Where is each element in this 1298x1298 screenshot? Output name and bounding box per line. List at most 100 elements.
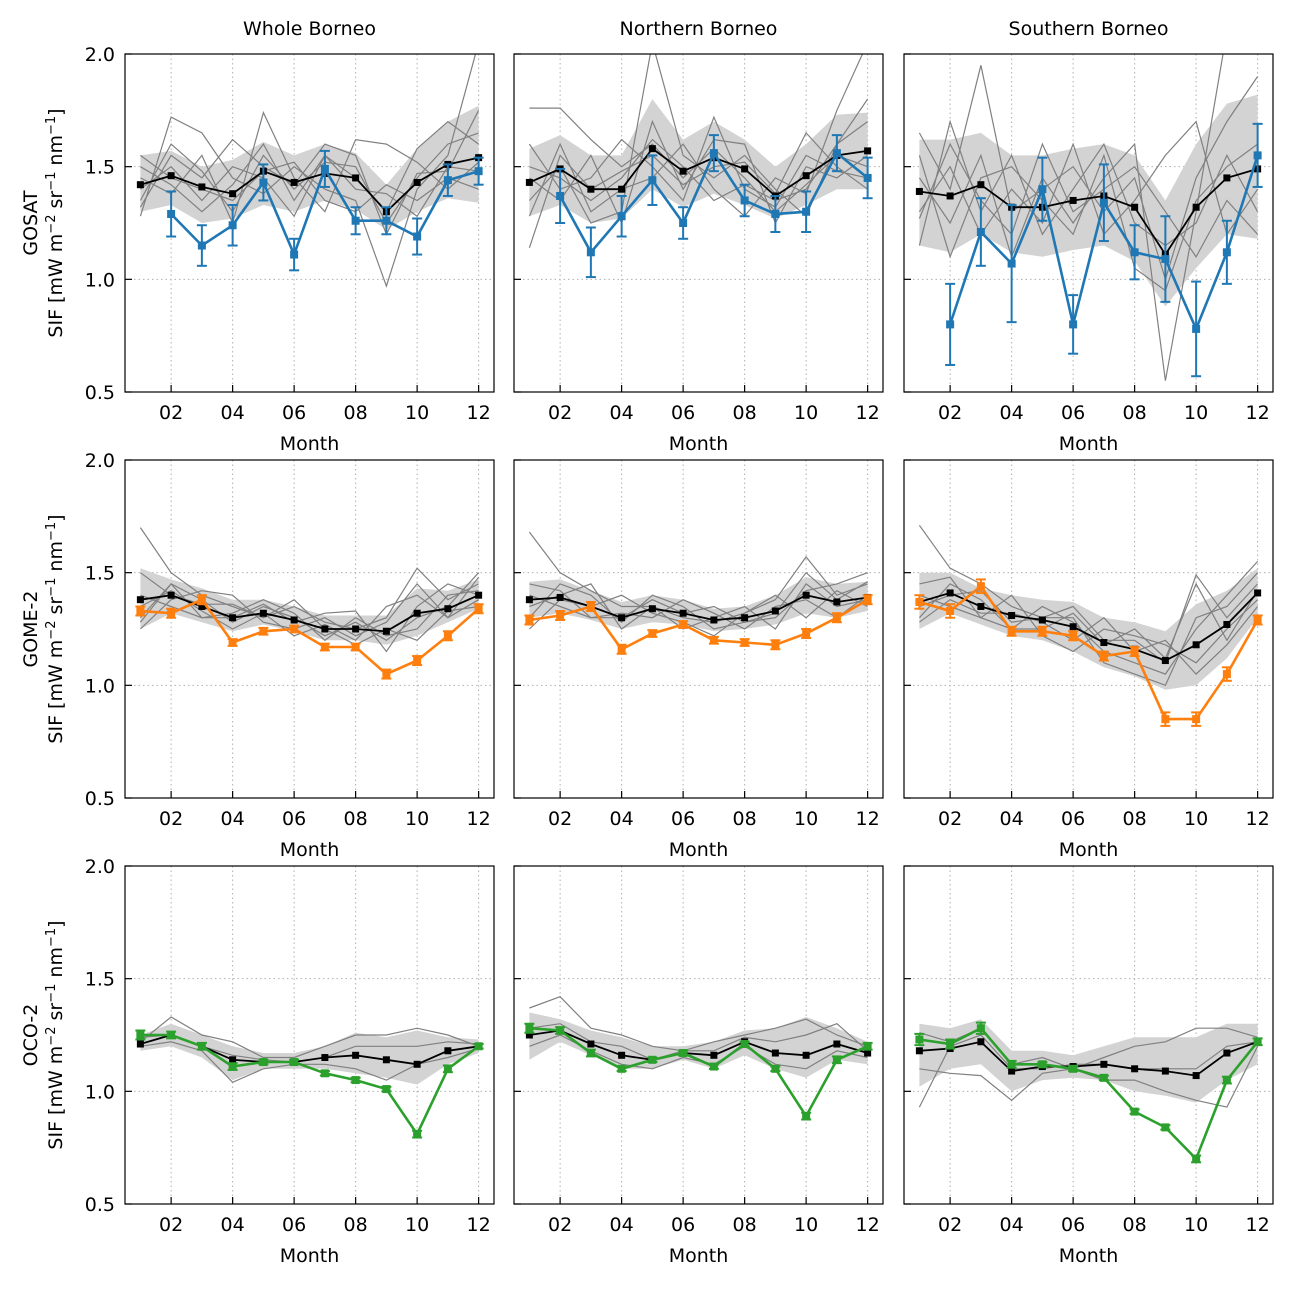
y-tick-label: 1.5: [85, 157, 115, 179]
axes-frame: [903, 459, 1274, 799]
series-marker: [802, 629, 811, 638]
axes-frame: [513, 459, 884, 799]
x-tick-label: 04: [221, 402, 245, 424]
chart-panel-oco-2-northern-borneo: 02 04 06 08 10 12 Month: [513, 865, 884, 1267]
chart-panel-gome-2-southern-borneo: 02 04 06 08 10 12 Month: [903, 459, 1274, 861]
mean-marker: [556, 593, 564, 601]
x-tick-label: 04: [1000, 808, 1024, 830]
series-marker: [525, 1024, 534, 1033]
y-tick-label: 0.5: [85, 788, 115, 810]
series-marker: [1099, 1073, 1108, 1082]
x-tick-label: 12: [467, 808, 491, 830]
plot-area: [904, 866, 1273, 1204]
x-tick-label: 12: [1246, 808, 1270, 830]
x-tick-label: 08: [344, 402, 368, 424]
mean-marker: [1131, 1065, 1139, 1073]
series-marker: [1222, 670, 1231, 679]
column-title: Whole Borneo: [243, 18, 376, 40]
series-marker: [802, 1112, 811, 1121]
series-line: [529, 598, 869, 651]
y-axis-label-part: sr: [45, 597, 67, 621]
y-tick-label: 1.5: [85, 563, 115, 585]
year-line: [529, 583, 868, 630]
x-tick-label: 06: [282, 402, 306, 424]
series-marker: [832, 149, 841, 158]
series-marker: [1069, 631, 1078, 640]
spread-band: [140, 1023, 479, 1085]
y-axis-label-superscript: −1: [44, 172, 59, 191]
year-line: [528, 531, 868, 623]
mean-marker: [136, 596, 144, 604]
series-marker: [228, 638, 237, 647]
series-marker: [771, 640, 780, 649]
x-axis-label: Month: [669, 839, 729, 861]
series-marker: [382, 216, 391, 225]
x-tick-label: 06: [671, 402, 695, 424]
series-marker: [771, 209, 780, 218]
series-marker: [1161, 1123, 1170, 1132]
plot-area: [514, 460, 883, 798]
series-marker: [1161, 255, 1170, 264]
series-marker: [740, 1040, 749, 1049]
year-line: [529, 1023, 868, 1061]
mean-marker: [444, 605, 452, 613]
y-tick-label: 2.0: [85, 856, 115, 878]
mean-marker: [1008, 611, 1016, 619]
mean-marker: [1038, 616, 1046, 624]
x-tick-label: 10: [405, 402, 429, 424]
x-tick-label: 08: [733, 402, 757, 424]
mean-marker: [382, 1056, 390, 1064]
series-marker: [290, 250, 299, 259]
series-marker: [443, 1064, 452, 1073]
mean-marker: [136, 1040, 144, 1048]
mean-marker: [977, 602, 985, 610]
x-tick-label: 02: [548, 808, 572, 830]
plot-area: [514, 54, 883, 392]
series-marker: [586, 248, 595, 257]
series-marker: [1253, 1037, 1262, 1046]
y-tick-label: 2.0: [85, 450, 115, 472]
series-marker: [167, 209, 176, 218]
axes-frame: [513, 53, 884, 393]
y-axis-label-part: ]: [45, 920, 67, 927]
series-marker: [443, 631, 452, 640]
plot-area: [125, 54, 494, 392]
mean-marker: [833, 1040, 841, 1048]
series-marker: [709, 1062, 718, 1071]
x-tick-label: 02: [938, 808, 962, 830]
x-tick-label: 06: [1061, 808, 1085, 830]
mean-marker: [771, 607, 779, 615]
x-axis-label: Month: [669, 1245, 729, 1267]
y-axis-label-part: SIF [mW m: [45, 1046, 67, 1150]
y-axis-label-superscript: −1: [44, 522, 59, 541]
mean-marker: [802, 172, 810, 180]
axes-frame: [903, 865, 1274, 1205]
mean-marker: [679, 167, 687, 175]
x-tick-label: 02: [548, 402, 572, 424]
x-tick-label: 02: [938, 1214, 962, 1236]
y-tick-label: 0.5: [85, 1194, 115, 1216]
year-line: [140, 590, 479, 642]
axes-frame: [513, 865, 884, 1205]
year-line: [918, 560, 1259, 675]
mean-marker: [833, 598, 841, 606]
x-tick-label: 12: [856, 402, 880, 424]
mean-marker: [864, 1049, 872, 1057]
y-axis-label-part: nm: [45, 541, 67, 578]
series-marker: [915, 1035, 924, 1044]
column-title: Southern Borneo: [1009, 18, 1169, 40]
mean-marker: [136, 181, 144, 189]
series-marker: [679, 219, 688, 227]
mean-marker: [259, 609, 267, 617]
series-marker: [946, 1040, 955, 1049]
x-tick-label: 08: [1123, 402, 1147, 424]
mean-marker: [1100, 1060, 1108, 1068]
series-marker: [290, 625, 299, 633]
year-line: [140, 154, 479, 213]
x-tick-label: 06: [282, 808, 306, 830]
series-marker: [976, 582, 985, 591]
series-marker: [259, 178, 268, 187]
year-line: [139, 582, 479, 653]
